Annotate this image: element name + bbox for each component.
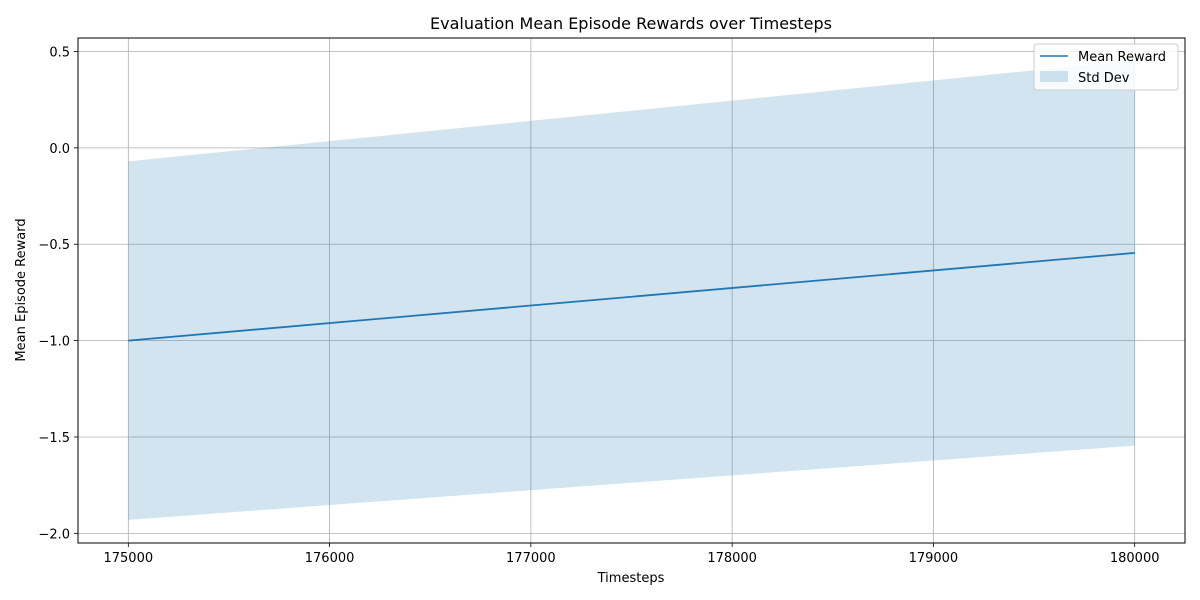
mean-reward-line [128,252,1135,342]
std-band-layer [128,60,1135,520]
plot-frame [77,37,1186,544]
y-tick-label: −1.0 [38,335,70,350]
legend: Mean Reward Std Dev [1033,43,1179,91]
y-axis: 0.5 0.0 −0.5 −1.0 −1.5 −2.0 [38,45,78,542]
x-tick-label: 178000 [707,551,757,566]
y-axis-label: Mean Episode Reward [14,218,29,361]
x-axis: 175000 176000 177000 178000 179000 180000 [103,543,1160,566]
y-tick-label: −1.5 [38,431,70,446]
x-axis-label: Timesteps [597,571,665,586]
y-tick-label: −0.5 [38,238,70,253]
y-tick-label: −2.0 [38,527,70,542]
grid [78,38,1185,543]
legend-mean-reward-label: Mean Reward [1078,50,1166,65]
legend-box [1033,43,1179,91]
x-tick-label: 180000 [1110,551,1160,566]
series-layer [128,252,1135,342]
x-tick-label: 176000 [305,551,355,566]
y-tick-label: 0.0 [49,142,70,157]
legend-std-dev-swatch [1040,71,1068,82]
x-tick-label: 177000 [506,551,556,566]
y-tick-label: 0.5 [49,45,70,60]
std-dev-band [128,60,1135,520]
legend-std-dev-label: Std Dev [1078,71,1130,86]
x-tick-label: 175000 [103,551,153,566]
chart-title: Evaluation Mean Episode Rewards over Tim… [430,14,832,33]
x-tick-label: 179000 [909,551,959,566]
